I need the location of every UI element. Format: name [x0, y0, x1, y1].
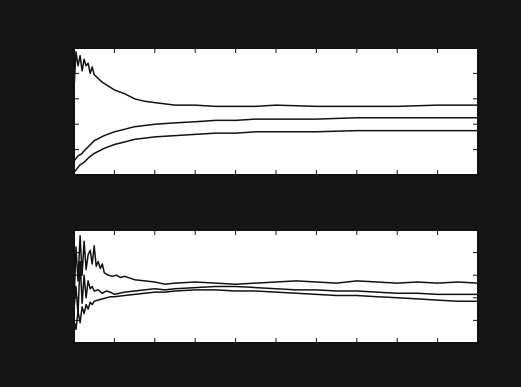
top-series-line-1: [73, 51, 479, 108]
chart-panel-top: [73, 47, 479, 176]
top-plot-area: [73, 47, 479, 176]
bottom-plot-area: [73, 229, 479, 344]
top-series-line-3: [73, 129, 479, 174]
bottom-series-line-2: [73, 260, 479, 316]
top-series-line-2: [73, 117, 479, 162]
chart-panel-bottom: [73, 229, 479, 344]
bottom-series-line-3: [73, 289, 479, 331]
bottom-series-line-1: [73, 234, 479, 305]
